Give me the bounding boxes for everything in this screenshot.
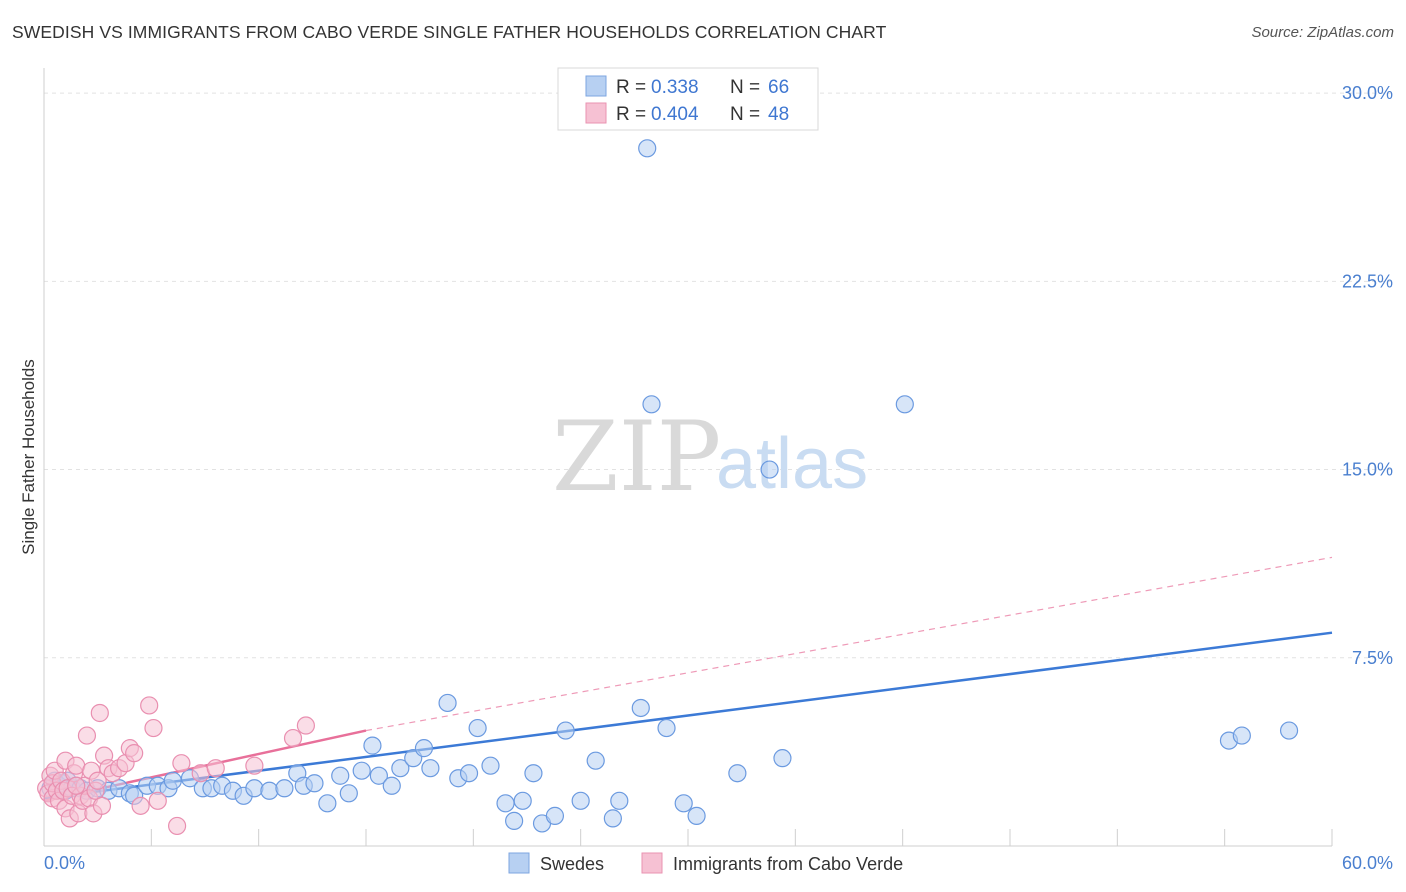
y-axis-label: Single Father Households xyxy=(19,359,38,555)
point-swedes xyxy=(610,791,629,810)
point-cabo-verde xyxy=(144,718,163,738)
point-cabo-verde xyxy=(296,716,315,735)
point-swedes xyxy=(631,698,650,718)
point-swedes xyxy=(524,764,543,783)
point-swedes xyxy=(603,809,622,828)
point-swedes xyxy=(674,794,693,813)
point-swedes xyxy=(363,736,382,755)
source-credit: Source: ZipAtlas.com xyxy=(1251,24,1394,41)
point-swedes xyxy=(481,756,500,775)
y-tick-label: 22.5% xyxy=(1342,271,1393,291)
point-cabo-verde xyxy=(206,759,225,778)
point-cabo-verde xyxy=(125,744,144,763)
trend-line-cabo-verde-extended xyxy=(365,556,1333,732)
stats-legend-swatch-swedes xyxy=(585,75,607,97)
point-swedes xyxy=(505,811,524,831)
legend-swatch-swedes xyxy=(508,852,530,874)
grid-lines xyxy=(44,92,1392,659)
point-swedes xyxy=(545,806,565,825)
point-cabo-verde xyxy=(90,703,109,723)
point-swedes xyxy=(1232,726,1251,745)
point-swedes xyxy=(513,791,532,810)
point-cabo-verde xyxy=(92,796,112,815)
stats-legend-r-label-1: R = xyxy=(616,77,646,98)
point-swedes xyxy=(728,764,747,783)
point-swedes xyxy=(638,139,657,158)
point-swedes xyxy=(438,693,457,713)
y-tick-labels: 7.5% 15.0% 22.5% 30.0% xyxy=(1342,83,1393,668)
x-tick-label-max: 60.0% xyxy=(1342,853,1393,873)
y-tick-label: 15.0% xyxy=(1342,460,1393,480)
point-swedes xyxy=(760,460,779,479)
point-swedes xyxy=(496,794,515,813)
point-swedes xyxy=(421,759,440,778)
stats-legend-n-label-2: N = xyxy=(730,104,760,125)
point-cabo-verde xyxy=(88,771,107,790)
point-swedes xyxy=(382,776,401,795)
x-tick-marks xyxy=(43,829,1333,846)
point-cabo-verde xyxy=(67,756,86,775)
point-swedes xyxy=(468,718,487,738)
stats-legend-n-label-1: N = xyxy=(730,77,760,98)
point-cabo-verde xyxy=(245,756,264,775)
point-swedes xyxy=(339,784,358,803)
legend-label-swedes: Swedes xyxy=(540,854,604,874)
y-tick-label: 7.5% xyxy=(1352,648,1393,668)
x-tick-label-min: 0.0% xyxy=(44,853,85,873)
point-swedes xyxy=(556,721,575,740)
point-cabo-verde xyxy=(67,776,86,795)
point-swedes xyxy=(331,766,350,785)
stats-legend-r-value-1: 0.338 xyxy=(651,77,699,98)
point-swedes xyxy=(586,751,605,770)
stats-legend-n-value-1: 66 xyxy=(768,77,789,98)
point-cabo-verde xyxy=(77,726,97,745)
point-swedes xyxy=(275,779,294,798)
stats-legend-r-label-2: R = xyxy=(616,104,646,125)
stats-legend-r-value-2: 0.404 xyxy=(651,104,699,125)
point-swedes xyxy=(895,395,914,414)
stats-legend: R = 0.338 N = 66 R = 0.404 N = 48 xyxy=(557,67,819,131)
point-swedes xyxy=(571,791,590,810)
legend-label-cabo-verde: Immigrants from Cabo Verde xyxy=(673,854,903,874)
point-swedes xyxy=(305,774,324,793)
point-cabo-verde xyxy=(191,764,210,783)
point-cabo-verde xyxy=(148,791,167,810)
point-swedes xyxy=(352,761,371,780)
point-cabo-verde xyxy=(167,816,187,836)
point-swedes xyxy=(260,781,279,800)
series-legend: Swedes Immigrants from Cabo Verde xyxy=(508,852,903,874)
point-swedes xyxy=(459,764,479,783)
chart-title: SWEDISH VS IMMIGRANTS FROM CABO VERDE SI… xyxy=(12,22,887,42)
point-swedes xyxy=(687,806,706,825)
point-cabo-verde xyxy=(172,754,191,773)
point-swedes xyxy=(163,771,182,790)
point-swedes xyxy=(318,794,337,813)
point-swedes xyxy=(414,739,434,758)
point-swedes xyxy=(773,749,792,768)
point-swedes xyxy=(642,395,661,414)
trend-lines xyxy=(43,556,1333,803)
point-cabo-verde xyxy=(140,696,159,715)
point-swedes xyxy=(369,766,388,785)
scatter-points xyxy=(37,139,1299,836)
point-swedes xyxy=(657,718,676,738)
watermark-atlas: atlas xyxy=(716,424,868,504)
watermark-zip: ZIP xyxy=(552,401,721,513)
y-tick-label: 30.0% xyxy=(1342,83,1393,103)
point-cabo-verde xyxy=(131,796,150,815)
point-cabo-verde xyxy=(283,728,303,748)
stats-legend-n-value-2: 48 xyxy=(768,104,789,125)
legend-swatch-cabo-verde xyxy=(641,852,663,874)
stats-legend-swatch-cabo-verde xyxy=(585,102,607,124)
point-swedes xyxy=(245,779,264,798)
point-swedes xyxy=(391,759,410,778)
point-swedes xyxy=(1279,721,1299,740)
